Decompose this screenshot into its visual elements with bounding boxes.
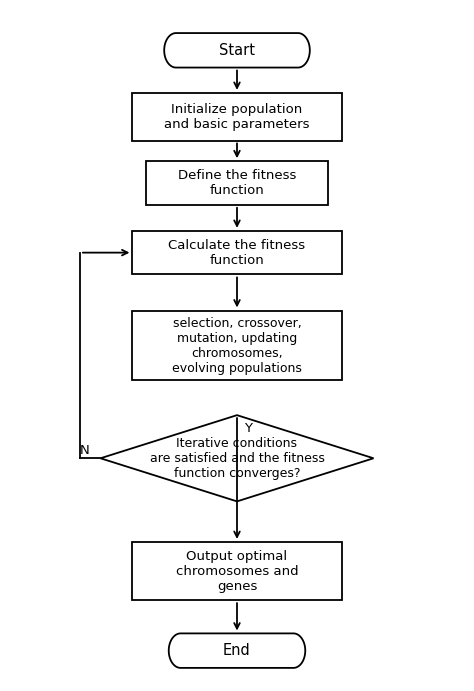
Text: Y: Y [244, 422, 252, 435]
Text: End: End [223, 643, 251, 658]
Text: Iterative conditions
are satisfied and the fitness
function converges?: Iterative conditions are satisfied and t… [150, 437, 324, 480]
Bar [146, 162, 328, 205]
Bar [132, 231, 342, 274]
Bar [132, 542, 342, 600]
Text: selection, crossover,
mutation, updating
chromosomes,
evolving populations: selection, crossover, mutation, updating… [172, 316, 302, 375]
Text: Output optimal
chromosomes and
genes: Output optimal chromosomes and genes [176, 549, 298, 593]
Polygon shape [169, 634, 305, 668]
Polygon shape [164, 33, 310, 68]
Text: Define the fitness
function: Define the fitness function [178, 169, 296, 197]
Text: Calculate the fitness
function: Calculate the fitness function [168, 238, 306, 267]
Text: Start: Start [219, 43, 255, 58]
Text: Initialize population
and basic parameters: Initialize population and basic paramete… [164, 103, 310, 131]
Bar [132, 311, 342, 380]
Text: N: N [80, 444, 90, 457]
Polygon shape [100, 415, 374, 502]
Bar [132, 93, 342, 140]
